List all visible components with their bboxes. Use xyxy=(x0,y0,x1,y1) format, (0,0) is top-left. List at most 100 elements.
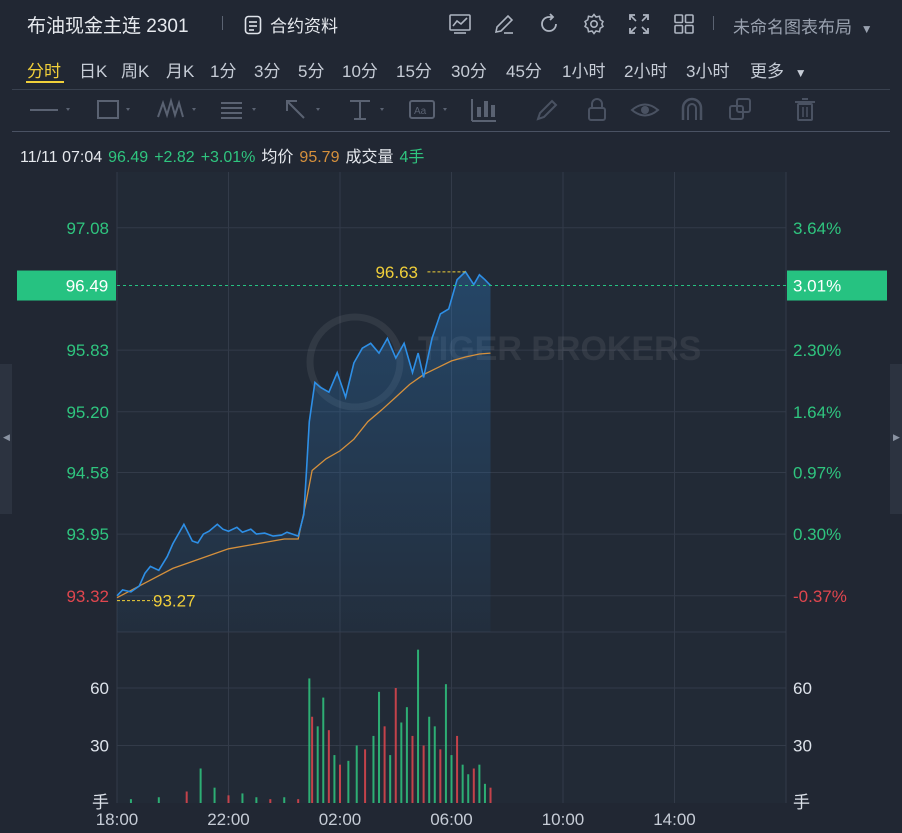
bar-pattern-tool-icon[interactable] xyxy=(468,95,502,125)
contract-info-button[interactable]: 合约资料 xyxy=(244,12,338,37)
drawing-toolbar: Aa xyxy=(0,93,902,127)
refresh-icon[interactable] xyxy=(537,12,561,36)
volume-tick-label-right: 60 xyxy=(793,679,812,698)
divider xyxy=(222,16,223,30)
avg-price-line xyxy=(116,352,491,599)
high-marker: 96.63 xyxy=(375,263,466,282)
volume-bar xyxy=(185,791,188,803)
volume-tick-label-left: 60 xyxy=(90,679,109,698)
rectangle-tool-icon[interactable] xyxy=(94,95,140,125)
quote-change-pct: +3.01% xyxy=(200,149,256,166)
y-tick-label-right: -0.37% xyxy=(793,587,847,606)
volume-axis-labels: 60 60 30 30 手 手 xyxy=(90,679,812,812)
text-tool-icon[interactable]: Aa xyxy=(408,95,454,125)
low-marker: 93.27 xyxy=(117,592,196,611)
volume-bar xyxy=(311,716,314,803)
y-tick-label-left: 97.08 xyxy=(66,219,109,238)
more-timeframes-button[interactable]: 更多 ▼ xyxy=(750,57,807,82)
chevron-right-icon: ▶ xyxy=(893,432,900,442)
volume-bar xyxy=(444,684,447,803)
x-tick-label: 22:00 xyxy=(207,810,250,829)
line-tool-icon[interactable] xyxy=(28,95,74,125)
pattern-tool-icon[interactable] xyxy=(156,95,208,125)
volume-bar xyxy=(347,760,350,803)
left-panel-toggle[interactable]: ◀ xyxy=(0,364,12,514)
chevron-down-icon: ▼ xyxy=(860,22,873,36)
timeframe-tab[interactable]: 45分 xyxy=(506,62,542,81)
volume-bar xyxy=(339,764,341,803)
right-panel-toggle[interactable]: ▶ xyxy=(890,364,902,514)
volume-bar xyxy=(456,735,459,803)
low-label: 93.27 xyxy=(153,592,196,611)
volume-value: 4手 xyxy=(399,149,425,166)
volume-bar xyxy=(227,795,230,803)
measure-tool-icon[interactable] xyxy=(346,95,392,125)
timeframe-tab[interactable]: 30分 xyxy=(451,62,487,81)
layout-label: 未命名图表布局 xyxy=(733,18,852,37)
eye-icon[interactable] xyxy=(630,95,660,125)
top-bar: 布油现金主连 2301 合约资料 xyxy=(0,0,902,46)
layout-dropdown[interactable]: 未命名图表布局 ▼ xyxy=(733,13,873,38)
volume-bar xyxy=(467,774,470,803)
timeframe-tab[interactable]: 3分 xyxy=(254,62,281,81)
lock-icon[interactable] xyxy=(584,95,612,125)
avg-value: 95.79 xyxy=(299,149,340,166)
brush-icon[interactable] xyxy=(534,95,562,125)
volume-bar xyxy=(422,745,425,803)
x-tick-label: 18:00 xyxy=(96,810,139,829)
timeframe-tab[interactable]: 1小时 xyxy=(562,62,606,81)
volume-bar xyxy=(405,707,408,803)
timeframe-tab[interactable]: 日K xyxy=(79,62,108,81)
timeframe-tab[interactable]: 10分 xyxy=(342,62,378,81)
quote-price: 96.49 xyxy=(108,149,149,166)
y-tick-label-left: 93.95 xyxy=(66,525,109,544)
divider xyxy=(12,89,890,90)
volume-bar xyxy=(383,726,386,803)
y-axis-labels: 97.08 3.64% 95.83 2.30% 95.20 1.64% 94.58 0.97%… xyxy=(66,219,846,606)
instrument-title[interactable]: 布油现金主连 2301 xyxy=(27,16,189,37)
y-tick-label-right: 0.30% xyxy=(793,525,841,544)
volume-bar xyxy=(439,749,442,803)
settings-icon[interactable] xyxy=(582,12,606,36)
x-tick-label: 06:00 xyxy=(430,810,473,829)
volume-bar xyxy=(129,799,132,803)
timeframe-tab[interactable]: 3小时 xyxy=(686,62,730,81)
volume-bar xyxy=(327,730,330,803)
arrow-tool-icon[interactable] xyxy=(282,95,328,125)
volume-bar xyxy=(364,749,367,803)
grid-layout-icon[interactable] xyxy=(672,12,696,36)
document-icon xyxy=(244,15,262,34)
edit-icon[interactable] xyxy=(492,12,516,36)
timeframe-tab[interactable]: 5分 xyxy=(298,62,325,81)
copy-icon[interactable] xyxy=(726,95,756,125)
fib-tool-icon[interactable] xyxy=(218,95,264,125)
trash-icon[interactable] xyxy=(792,95,818,125)
volume-unit-label-left: 手 xyxy=(92,793,109,812)
volume-bars xyxy=(129,649,492,803)
fullscreen-icon[interactable] xyxy=(627,12,651,36)
volume-bar xyxy=(378,691,381,803)
volume-bar xyxy=(199,768,202,803)
y-tick-label-left: 95.20 xyxy=(66,403,109,422)
chevron-left-icon: ◀ xyxy=(3,432,10,442)
y-tick-label-right: 1.64% xyxy=(793,403,841,422)
timeframe-tab[interactable]: 2小时 xyxy=(624,62,668,81)
x-tick-label: 02:00 xyxy=(319,810,362,829)
volume-bar xyxy=(472,768,475,803)
volume-bar xyxy=(478,764,481,803)
active-tab-indicator xyxy=(26,81,64,83)
indicator-icon[interactable] xyxy=(448,12,472,36)
timeframe-tab[interactable]: 周K xyxy=(121,62,150,81)
timeframe-tab[interactable]: 分时 xyxy=(27,62,61,81)
volume-bar xyxy=(411,735,414,803)
volume-bar xyxy=(333,755,336,803)
more-label: 更多 xyxy=(750,62,784,81)
avg-label: 均价 xyxy=(261,149,294,166)
timeframe-tab[interactable]: 15分 xyxy=(396,62,432,81)
timeframe-tab[interactable]: 1分 xyxy=(210,62,237,81)
timeframe-tab[interactable]: 月K xyxy=(166,62,195,81)
magnet-icon[interactable] xyxy=(678,95,706,125)
volume-bar xyxy=(483,783,486,803)
volume-bar xyxy=(428,716,431,803)
